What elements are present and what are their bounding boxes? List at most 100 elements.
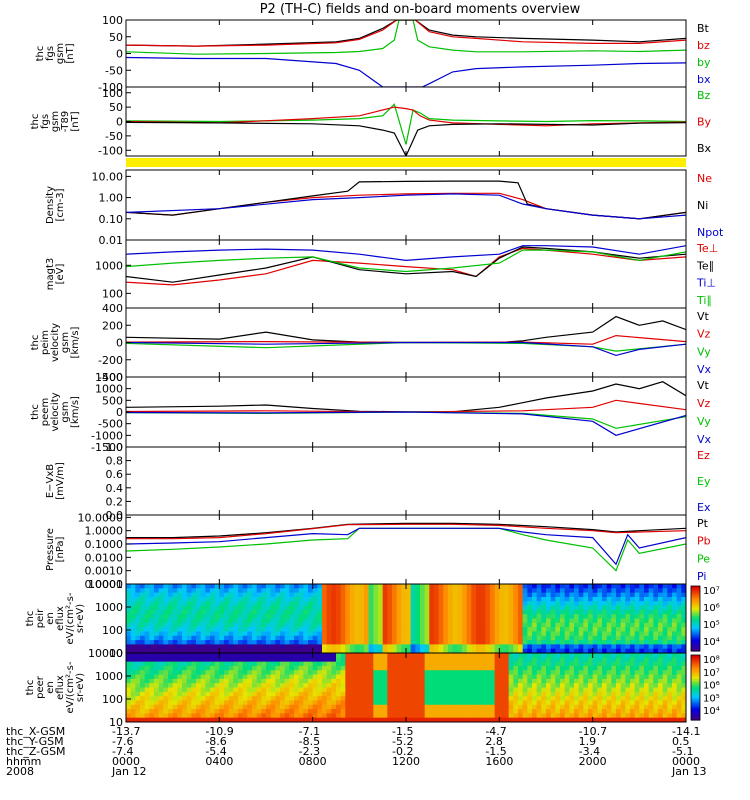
spectrogram-cell [205, 596, 211, 602]
spectrogram-cell [611, 653, 617, 658]
spectrogram-cell [294, 665, 300, 671]
spectrogram-cell [476, 683, 482, 689]
spectrogram-cell [140, 713, 146, 719]
spectrogram-cell [672, 683, 678, 689]
spectrogram-cell [308, 614, 314, 620]
spectrogram-cell [210, 644, 216, 650]
spectrogram-cell [294, 691, 300, 697]
legend-magt3: Te⊥Te∥Ti⊥Ti∥ [696, 242, 718, 307]
spectrogram-cell [289, 717, 295, 722]
spectrogram-cell [541, 704, 547, 710]
spectrogram-cell [406, 709, 412, 714]
spectrogram-cell [284, 687, 290, 693]
spectrogram-cell [331, 635, 337, 641]
spectrogram-cell [219, 614, 225, 620]
spectrogram-cell [354, 584, 360, 589]
y-tick-label: 100 [102, 14, 123, 27]
colorbar-tick-label: 10⁶ [703, 681, 720, 692]
spectrogram-cell [238, 596, 244, 602]
spectrogram-cell [583, 657, 589, 663]
spectrogram-cell [499, 683, 505, 689]
spectrogram-cell [508, 678, 514, 684]
spectrogram-cell [261, 713, 267, 719]
spectrogram-cell [308, 670, 314, 676]
spectrogram-cell [401, 670, 407, 676]
spectrogram-cell [536, 661, 542, 667]
x-axis-value: 0000 [672, 755, 700, 768]
spectrogram-cell [172, 614, 178, 620]
spectrogram-cell [513, 584, 519, 589]
spectrogram-cell [350, 596, 356, 602]
spectrogram-cell [448, 627, 454, 633]
spectrogram-cell [420, 678, 426, 684]
spectrogram-cell [466, 640, 472, 645]
spectrogram-cell [294, 704, 300, 710]
spectrogram-cell [625, 678, 631, 684]
spectrogram-cell [541, 609, 547, 615]
spectrogram-cell [504, 614, 510, 620]
spectrogram-cell [532, 683, 538, 689]
spectrogram-cell [303, 648, 309, 653]
spectrogram-cell [284, 713, 290, 719]
spectrogram-cell [163, 592, 169, 598]
spectrogram-cell [564, 596, 570, 602]
spectrogram-cell [298, 713, 304, 719]
spectrogram-cell [177, 640, 183, 645]
spectrogram-cell [434, 661, 440, 667]
spectrogram-cell [462, 635, 468, 641]
spectrogram-cell [214, 687, 220, 693]
spectrogram-cell [135, 609, 141, 615]
colorbar-step [691, 691, 700, 695]
spectrogram-cell [364, 704, 370, 710]
spectrogram-cell [616, 627, 622, 633]
spectrogram-cell [420, 605, 426, 611]
spectrogram-cell [648, 661, 654, 667]
spectrogram-cell [662, 704, 668, 710]
spectrogram-cell [191, 609, 197, 615]
spectrogram-cell [518, 584, 524, 589]
spectrogram-cell [261, 670, 267, 676]
spectrogram-cell [368, 691, 374, 697]
spectrogram-cell [499, 653, 505, 658]
spectrogram-cell [574, 687, 580, 693]
spectrogram-cell [504, 592, 510, 598]
spectrogram-cell [457, 614, 463, 620]
mode-bar [126, 158, 686, 167]
spectrogram-cell [382, 661, 388, 667]
spectrogram-cell [550, 601, 556, 607]
spectrogram-cell [681, 631, 686, 637]
spectrogram-cell [214, 640, 220, 645]
spectrogram-cell [583, 584, 589, 589]
spectrogram-cell [513, 683, 519, 689]
spectrogram-cell [415, 588, 421, 594]
spectrogram-cell [625, 696, 631, 702]
spectrogram-cell [541, 635, 547, 641]
spectrogram-cell [382, 657, 388, 663]
x-axis-value: -8.6 [205, 735, 226, 748]
spectrogram-cell [606, 657, 612, 663]
spectrogram-cell [420, 618, 426, 624]
spectrogram-cell [284, 601, 290, 607]
spectrogram-cell [494, 584, 500, 589]
spectrogram-cell [443, 592, 449, 598]
spectrogram-cell [508, 614, 514, 620]
spectrogram-cell [177, 665, 183, 671]
spectrogram-cell [536, 640, 542, 645]
spectrogram-cell [466, 618, 472, 624]
spectrogram-cell [196, 709, 202, 714]
spectrogram-cell [322, 683, 328, 689]
spectrogram-cell [294, 700, 300, 706]
spectrogram-cell [298, 696, 304, 702]
spectrogram-cell [149, 657, 155, 663]
spectrogram-cell [457, 596, 463, 602]
spectrogram-cell [280, 683, 286, 689]
spectrogram-cell [672, 678, 678, 684]
spectrogram-cell [499, 618, 505, 624]
spectrogram-cell [364, 713, 370, 719]
spectrogram-cell [256, 674, 262, 680]
series-bt-line [126, 20, 686, 47]
spectrogram-cell [168, 670, 174, 676]
spectrogram-cell [382, 622, 388, 628]
